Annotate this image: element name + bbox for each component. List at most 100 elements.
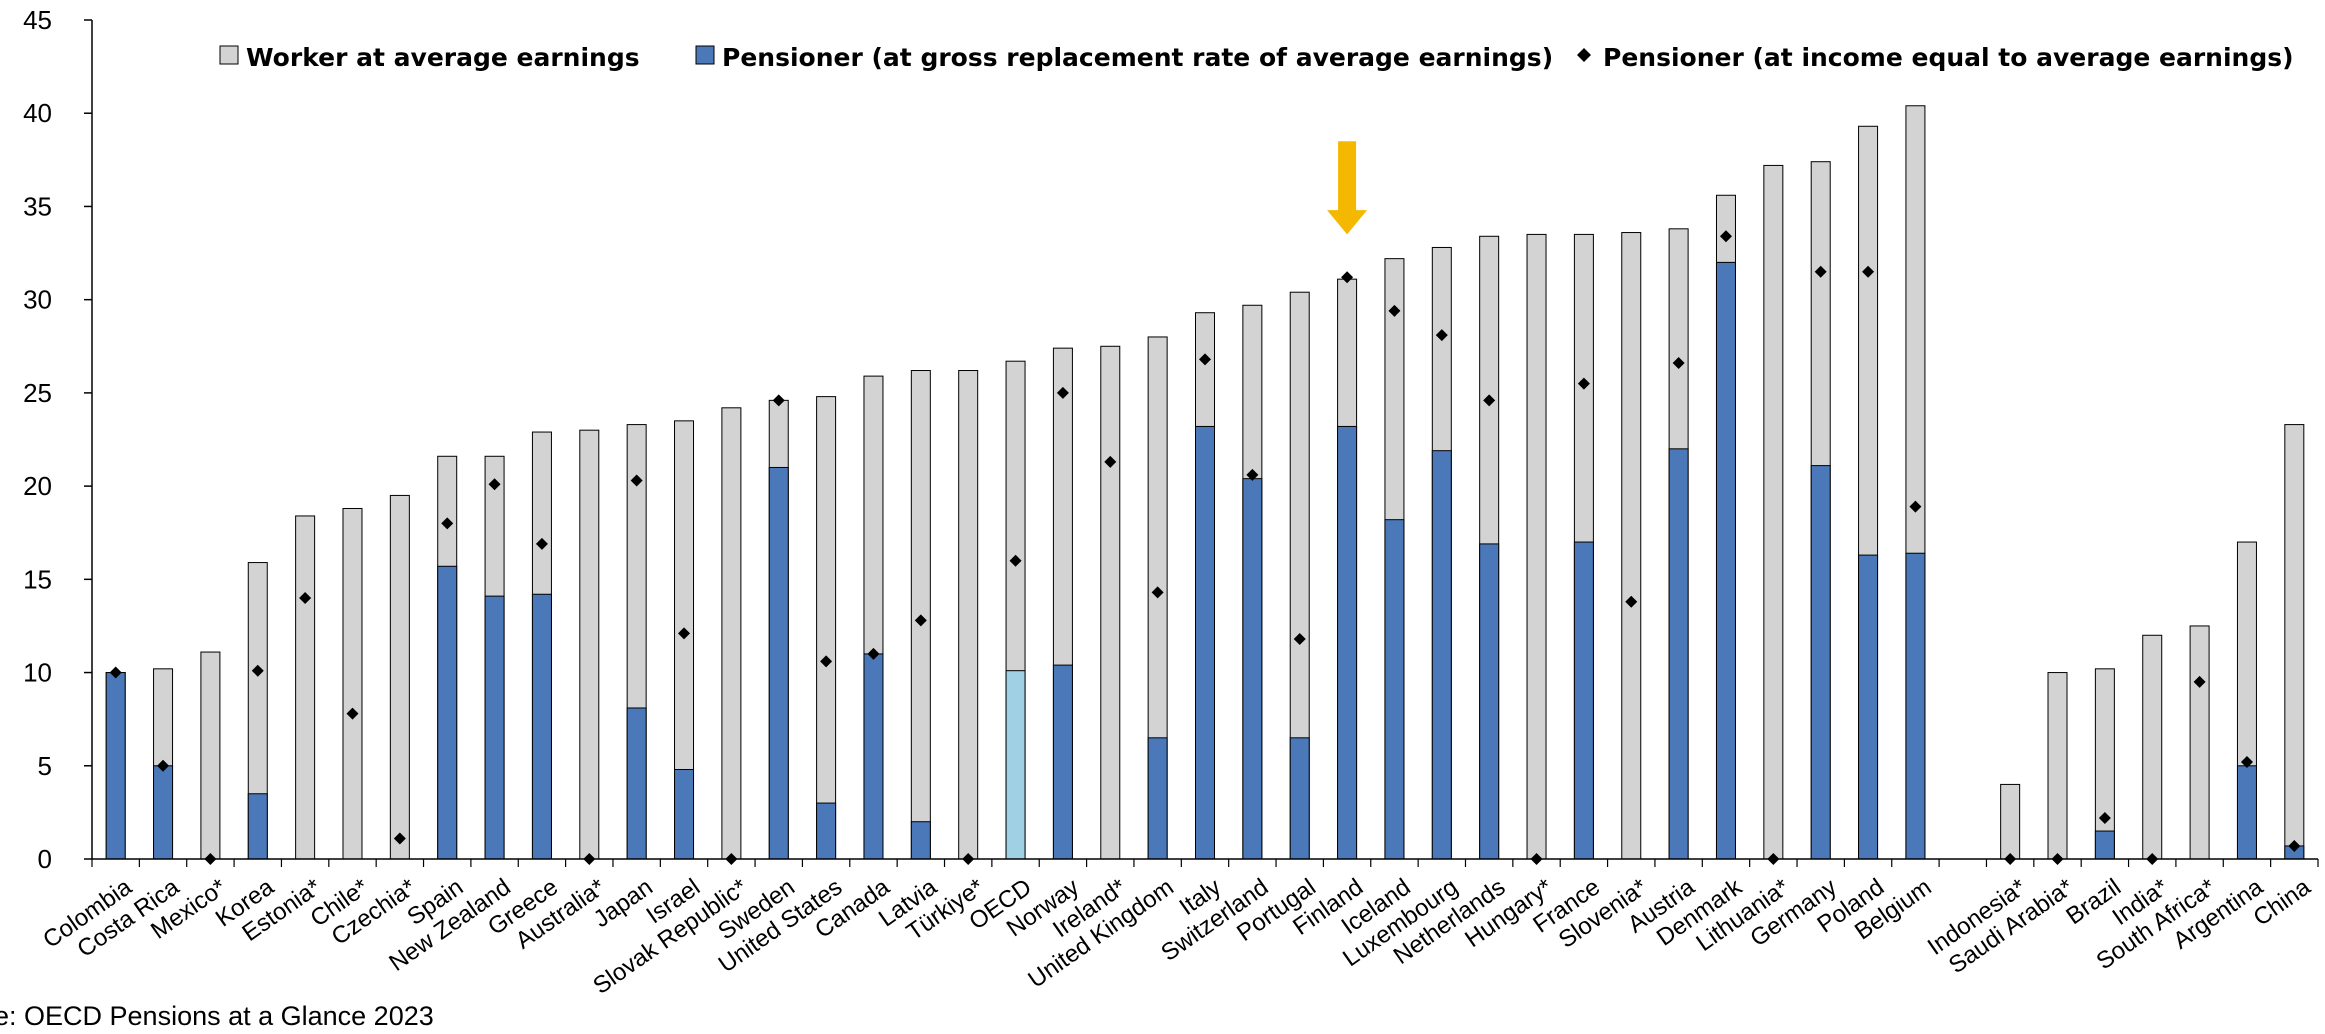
bar-pensioner-argentina [2236,765,2257,860]
y-tick-label: 5 [38,751,52,781]
bar-worker-saudi-arabia [2047,672,2068,860]
bar-worker-slovenia [1621,232,1642,860]
bar-pensioner-colombia [105,672,126,860]
bar-pensioner-poland [1858,554,1879,860]
marker-pensioner-income-sweden [772,394,785,407]
bar-worker-united-states [816,396,837,860]
legend-label-worker: Worker at average earnings [246,43,640,72]
bar-pensioner-brazil [2094,830,2115,860]
marker-pensioner-income-spain [441,517,454,530]
bar-pensioner-luxembourg [1431,450,1452,860]
marker-pensioner-income-norway [1056,386,1069,399]
marker-pensioner-income-austria [1672,357,1685,370]
legend-label-pensioner-grr: Pensioner (at gross replacement rate of … [722,43,1553,72]
marker-pensioner-income-japan [630,474,643,487]
bar-worker-indonesia [2000,783,2021,860]
bar-worker-t-rkiye [958,370,979,860]
bar-pensioner-new-zealand [484,595,505,860]
bar-pensioner-sweden [768,466,789,860]
marker-pensioner-income-luxembourg [1435,329,1448,342]
legend-swatch-pensioner-grr [695,45,715,65]
marker-pensioner-income-argentina [2240,756,2253,769]
marker-pensioner-income-china [2288,839,2301,852]
marker-pensioner-income-netherlands [1483,394,1496,407]
y-tick-label: 40 [23,98,52,128]
marker-pensioner-income-czechia [393,832,406,845]
bar-pensioner-japan [626,707,647,860]
marker-pensioner-income-iceland [1388,304,1401,317]
bar-worker-chile [342,507,363,860]
bar-pensioner-switzerland [1242,478,1263,860]
marker-pensioner-income-poland [1862,265,1875,278]
bar-worker-estonia [295,515,316,860]
y-tick-label: 20 [23,471,52,501]
y-tick-label: 25 [23,378,52,408]
bar-pensioner-korea [247,793,268,860]
category-label-china: China [2249,873,2316,931]
bar-pensioner-greece [531,593,552,860]
bar-pensioner-spain [437,565,458,860]
bar-worker-hungary [1526,233,1547,860]
bar-worker-czechia [389,494,410,860]
marker-pensioner-income-canada [867,647,880,660]
y-tick-label: 45 [23,5,52,35]
bar-pensioner-italy [1195,425,1215,860]
highlight-arrow [1327,141,1368,235]
bar-pensioner-norway [1052,664,1073,860]
marker-pensioner-income-colombia [109,666,122,679]
bar-pensioner-portugal [1289,737,1310,860]
marker-pensioner-income-finland [1341,271,1354,284]
y-tick-label: 15 [23,564,52,594]
y-tick-label: 0 [38,844,52,874]
marker-pensioner-income-south-africa [2193,675,2206,688]
bar-pensioner-finland [1337,425,1358,860]
bar-worker-lithuania [1763,164,1784,860]
bar-pensioner-canada [863,653,884,860]
bar-worker-south-africa [2189,625,2210,860]
markers [109,230,2301,865]
bar-pensioner-austria [1668,448,1689,860]
highlight-arrow-icon [1327,141,1368,235]
bar-pensioner-denmark [1715,261,1736,860]
bar-worker-australia [579,429,600,860]
bar-pensioner-united-states [816,802,837,860]
bar-pensioner-latvia [910,821,931,860]
bar-pensioner-germany [1810,465,1831,860]
axes [91,20,2319,867]
marker-pensioner-income-chile [346,707,359,720]
marker-pensioner-income-germany [1814,265,1827,278]
bar-pensioner-oecd [1005,670,1026,860]
marker-pensioner-income-denmark [1719,230,1732,243]
bars [105,105,2305,860]
bar-pensioner-israel [674,769,695,860]
y-axis-ticks: 0 5 10 15 20 25 30 35 40 45 [23,5,92,874]
legend-marker-pensioner-income [1577,48,1591,62]
legend-swatch-worker [219,45,239,65]
marker-pensioner-income-israel [678,627,691,640]
y-tick-label: 10 [23,658,52,688]
bar-worker-ireland [1100,345,1121,860]
marker-pensioner-income-ireland [1104,455,1117,468]
bar-pensioner-belgium [1905,552,1926,860]
marker-pensioner-income-switzerland [1246,468,1259,481]
marker-pensioner-income-portugal [1293,632,1306,645]
marker-pensioner-income-brazil [2098,811,2111,824]
marker-pensioner-income-greece [535,537,548,550]
marker-pensioner-income-belgium [1909,500,1922,513]
marker-pensioner-income-slovenia [1625,595,1638,608]
marker-pensioner-income-united-states [820,655,833,668]
bar-worker-china [2284,424,2305,860]
marker-pensioner-income-latvia [914,614,927,627]
bar-worker-brazil [2094,668,2115,860]
marker-pensioner-income-korea [251,664,264,677]
source-caption: le: OECD Pensions at a Glance 2023 [0,1001,434,1031]
bar-pensioner-iceland [1384,519,1405,860]
bar-worker-india [2142,634,2163,860]
bar-worker-mexico [200,651,221,860]
bar-pensioner-netherlands [1479,543,1500,860]
marker-pensioner-income-italy [1199,353,1211,366]
marker-pensioner-income-oecd [1009,554,1022,567]
marker-pensioner-income-costa-rica [157,759,170,772]
